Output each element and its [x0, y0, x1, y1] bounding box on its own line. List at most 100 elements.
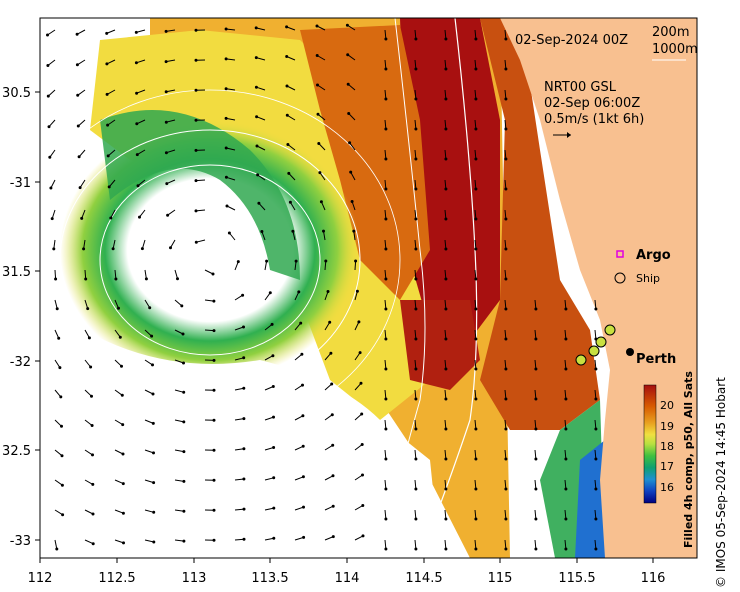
current-vector-head: [414, 517, 418, 521]
current-vector: [384, 419, 387, 430]
current-vector-head: [46, 64, 50, 67]
current-vector: [166, 59, 176, 63]
current-vector-head: [107, 185, 111, 189]
current-vector-head: [152, 510, 156, 514]
current-vector-head: [384, 247, 388, 251]
y-axis-ticks: 30.5 -31 31.5 -32 32.5 -33: [2, 86, 40, 549]
current-vector-head: [194, 28, 198, 32]
current-vector: [414, 479, 417, 490]
current-vector-head: [121, 511, 125, 515]
plot-frame: [39, 17, 698, 559]
current-vector: [474, 179, 477, 190]
current-vector-head: [328, 320, 332, 324]
current-vector: [264, 386, 274, 391]
ssh-contour-3: [40, 89, 401, 431]
current-vector-head: [224, 146, 228, 150]
current-vector-head: [176, 277, 179, 281]
current-vector-head: [164, 60, 168, 64]
current-vector-head: [414, 97, 418, 101]
current-vector: [384, 539, 387, 550]
current-vector: [292, 231, 296, 241]
current-vector-head: [152, 540, 156, 544]
current-vector-head: [255, 144, 259, 148]
current-vector-head: [224, 175, 228, 179]
current-vector-head: [504, 397, 508, 401]
current-vector-head: [414, 157, 418, 161]
current-vector-head: [414, 367, 418, 371]
current-vector-head: [288, 200, 292, 204]
current-vector: [77, 89, 86, 96]
current-vector: [594, 509, 597, 520]
current-vector: [414, 179, 417, 190]
current-vector: [294, 353, 303, 361]
current-vector: [204, 329, 215, 332]
current-vector-head: [504, 187, 508, 191]
current-vector-head: [55, 547, 59, 551]
current-vector-head: [504, 67, 508, 71]
y-tick-label: 30.5: [2, 86, 31, 101]
current-vector: [354, 505, 364, 511]
current-vector-head: [564, 367, 568, 371]
current-vector: [78, 149, 86, 158]
current-vector-head: [444, 307, 448, 311]
current-vector: [264, 261, 268, 271]
current-vector-head: [242, 477, 246, 481]
current-vector-head: [105, 92, 109, 96]
current-vector: [384, 179, 387, 190]
current-vector: [384, 239, 387, 250]
current-vector-head: [106, 123, 110, 127]
current-vector: [594, 299, 597, 310]
current-vector-head: [444, 157, 448, 161]
current-vector: [594, 359, 597, 370]
x-tick-label: 116: [641, 571, 666, 586]
current-vector: [144, 299, 151, 308]
current-vector-head: [164, 120, 168, 124]
current-vector: [136, 59, 146, 64]
current-vector-head: [194, 179, 198, 183]
y-tick-label: -31: [10, 176, 31, 191]
current-vector: [474, 269, 477, 280]
current-vector: [414, 539, 417, 550]
current-vector-head: [60, 483, 64, 487]
current-vector: [444, 419, 447, 430]
current-vector: [324, 260, 327, 271]
current-vector: [474, 509, 477, 520]
current-vector-head: [257, 201, 261, 205]
current-vector-head: [46, 94, 50, 98]
current-vector-head: [194, 209, 198, 213]
current-vector: [54, 359, 61, 368]
current-vector-head: [384, 217, 388, 221]
current-vector-head: [504, 457, 508, 461]
current-vector-head: [121, 482, 125, 486]
current-vector-head: [414, 67, 418, 71]
current-vector: [226, 176, 236, 181]
current-vector-head: [120, 393, 124, 397]
current-vector: [174, 299, 183, 307]
current-vector-head: [331, 504, 335, 508]
current-vector-head: [534, 457, 538, 461]
current-vector-head: [564, 427, 568, 431]
current-vector: [504, 209, 507, 220]
current-vector: [54, 419, 62, 427]
current-vector-head: [212, 329, 216, 333]
current-vector: [324, 414, 333, 421]
current-vector-head: [165, 182, 169, 186]
ship-marker: [595, 336, 607, 348]
current-vector-head: [384, 37, 388, 41]
current-vector-head: [236, 260, 240, 264]
current-vector: [136, 119, 146, 125]
current-vector-head: [359, 381, 363, 385]
current-vector-head: [91, 453, 94, 457]
current-vector-head: [57, 336, 61, 340]
current-vector-head: [316, 83, 319, 87]
current-vector-head: [414, 307, 418, 311]
current-vector: [84, 269, 87, 280]
current-vector-head: [594, 397, 598, 401]
y-tick-label: 31.5: [2, 265, 31, 280]
scale-arrow-head: [567, 132, 571, 138]
current-vector-head: [331, 535, 335, 539]
current-vector-head: [256, 173, 260, 177]
current-vector: [166, 29, 176, 32]
current-vector: [354, 474, 363, 481]
current-vector-head: [534, 397, 538, 401]
